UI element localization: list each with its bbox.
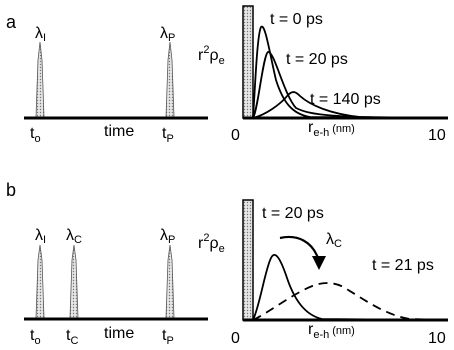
- pulse-i-b: [36, 245, 44, 318]
- timeline-a: λI λP to time tP: [24, 25, 208, 145]
- x-max-label-a: 10: [428, 127, 446, 144]
- y-axis-label-a: r2ρe: [198, 44, 225, 67]
- plot-a: t = 0 ps t = 20 ps t = 140 ps r2ρe 0 re-…: [198, 6, 448, 144]
- t-o-label-b: to: [30, 327, 41, 347]
- pulse-i-label-a: λI: [35, 25, 46, 44]
- curve-label-t20-a: t = 20 ps: [286, 51, 348, 68]
- panel-a: a λI λP to time tP t = 0 ps t = 20 ps t …: [6, 6, 448, 145]
- t-p-label-b: tP: [162, 327, 174, 347]
- x-min-label-b: 0: [231, 330, 240, 347]
- t-c-label-b: tC: [66, 327, 78, 347]
- x-axis-label-a: re-h(nm): [308, 119, 355, 139]
- time-label-a: time: [104, 123, 134, 140]
- pulse-p-label-a: λP: [160, 25, 175, 44]
- transfer-arrow-label-b: λC: [326, 231, 342, 250]
- curve-label-t20-b: t = 20 ps: [262, 205, 324, 222]
- plot-b: t = 20 ps t = 21 ps λC r2ρe 0 re-h(nm) 1…: [198, 200, 448, 347]
- t-o-label-a: to: [30, 125, 41, 145]
- transfer-arrowhead-b: [312, 256, 326, 270]
- curve-label-t140-a: t = 140 ps: [310, 91, 381, 108]
- curve-t21-b: [253, 283, 448, 320]
- curve-label-t21-b: t = 21 ps: [372, 257, 434, 274]
- pore-wall-a: [243, 6, 253, 118]
- pulse-c-b: [70, 245, 78, 318]
- panel-letter-b: b: [6, 180, 16, 200]
- curve-label-t0-a: t = 0 ps: [270, 11, 323, 28]
- panel-letter-a: a: [6, 12, 17, 32]
- x-max-label-b: 10: [428, 330, 446, 347]
- y-axis-label-b: r2ρe: [198, 232, 225, 255]
- t-p-label-a: tP: [162, 125, 174, 145]
- x-axis-label-b: re-h(nm): [308, 321, 355, 341]
- transfer-arrow-b: [280, 237, 318, 258]
- pulse-p-label-b: λP: [160, 227, 175, 246]
- pulse-p-a: [166, 42, 174, 117]
- pulse-i-label-b: λI: [35, 227, 46, 246]
- pulse-c-label-b: λC: [66, 227, 82, 246]
- timeline-b: λI λC λP to tC time tP: [24, 227, 208, 347]
- pore-wall-b: [243, 200, 253, 320]
- time-label-b: time: [104, 325, 134, 342]
- curve-t20-a: [253, 52, 448, 118]
- panel-b: b λI λC λP to tC time tP t = 20 ps t: [6, 180, 448, 347]
- x-min-label-a: 0: [231, 127, 240, 144]
- pulse-i-a: [36, 42, 44, 117]
- pulse-p-b: [166, 245, 174, 318]
